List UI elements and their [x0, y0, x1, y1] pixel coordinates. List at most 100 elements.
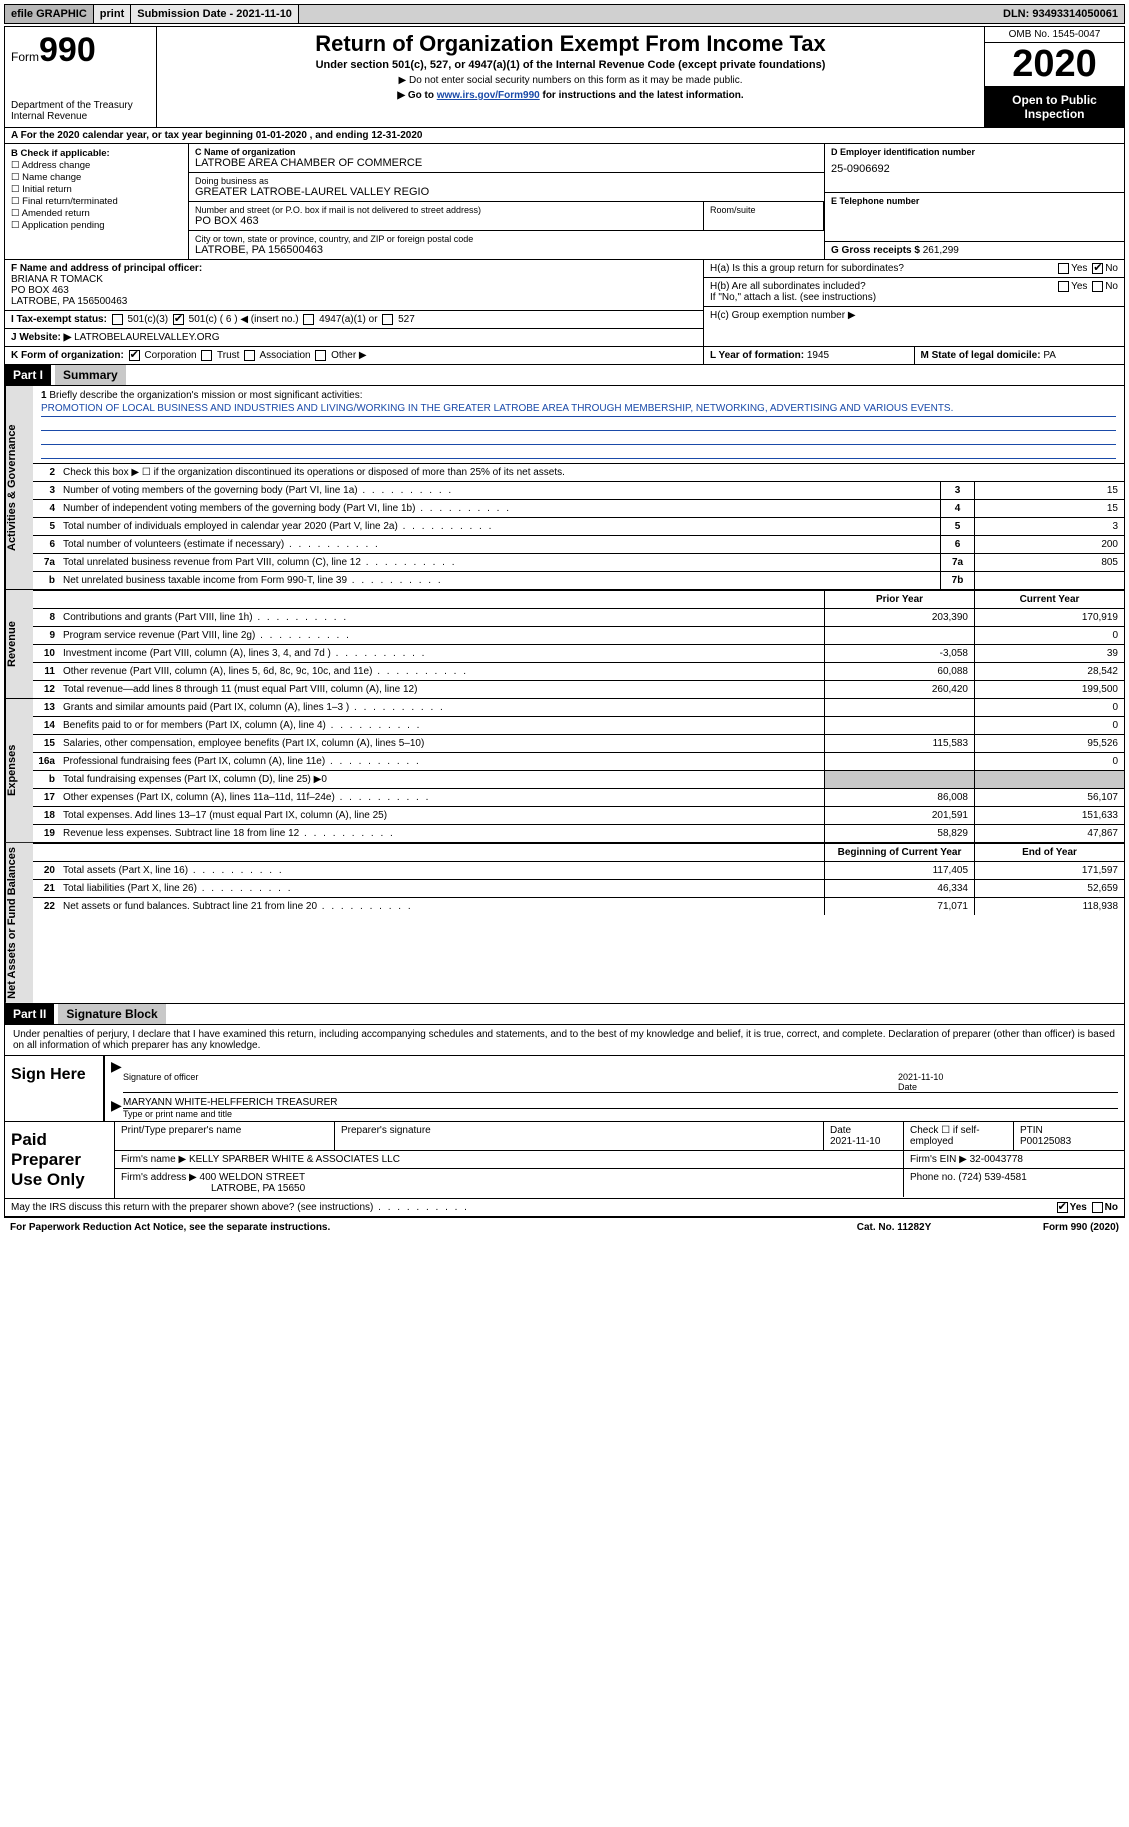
line-14: 14Benefits paid to or for members (Part … — [33, 716, 1124, 734]
officer-signature-field[interactable]: Signature of officer — [123, 1058, 898, 1093]
mission-text: PROMOTION OF LOCAL BUSINESS AND INDUSTRI… — [41, 401, 1116, 417]
line-19: 19Revenue less expenses. Subtract line 1… — [33, 824, 1124, 842]
domicile: PA — [1043, 350, 1056, 361]
box-g-gross: G Gross receipts $ 261,299 — [825, 242, 1124, 259]
check-corp[interactable] — [129, 350, 140, 361]
prep-firm-name-row: Firm's name ▶ KELLY SPARBER WHITE & ASSO… — [115, 1151, 1124, 1169]
submission-date: Submission Date - 2021-11-10 — [131, 5, 299, 23]
mission-blank1 — [41, 417, 1116, 431]
sig-arrow-icon: ▶ — [111, 1097, 123, 1119]
addr-label: Number and street (or P.O. box if mail i… — [195, 205, 697, 215]
vtab-revenue: Revenue — [5, 590, 33, 698]
line-7a: 7aTotal unrelated business revenue from … — [33, 553, 1124, 571]
phone-label: E Telephone number — [831, 196, 1118, 206]
dln-label: DLN: 93493314050061 — [997, 5, 1124, 23]
form-org-label: K Form of organization: — [11, 350, 124, 361]
penalty-text: Under penalties of perjury, I declare th… — [5, 1025, 1124, 1055]
form-number: Form990 — [11, 31, 150, 70]
check-527[interactable] — [382, 314, 393, 325]
box-city: City or town, state or province, country… — [189, 231, 824, 259]
link-pre: ▶ Go to — [397, 90, 436, 101]
print-button[interactable]: print — [94, 5, 131, 23]
box-f-officer: F Name and address of principal officer:… — [5, 260, 703, 311]
prep-self-employed[interactable]: Check ☐ if self-employed — [904, 1122, 1014, 1150]
hb-no[interactable] — [1092, 281, 1103, 292]
officer-name-label: Type or print name and title — [123, 1108, 1118, 1119]
firm-phone: (724) 539-4581 — [958, 1172, 1026, 1183]
form-header: Form990 Department of the Treasury Inter… — [4, 26, 1125, 128]
discuss-yes[interactable] — [1057, 1202, 1068, 1213]
prep-sig-label: Preparer's signature — [335, 1122, 824, 1150]
top-toolbar: efile GRAPHIC print Submission Date - 20… — [4, 4, 1125, 24]
year-formation: 1945 — [807, 350, 829, 361]
room-label: Room/suite — [710, 205, 817, 215]
check-final-return[interactable]: ☐ Final return/terminated — [11, 196, 182, 207]
check-trust[interactable] — [201, 350, 212, 361]
col-b-checks: B Check if applicable: ☐ Address change … — [5, 144, 189, 259]
line-5: 5Total number of individuals employed in… — [33, 517, 1124, 535]
prep-date-cell: Date2021-11-10 — [824, 1122, 904, 1150]
ha-no[interactable] — [1092, 263, 1103, 274]
dba-value: GREATER LATROBE-LAUREL VALLEY REGIO — [195, 186, 818, 198]
officer-addr1: PO BOX 463 — [11, 285, 697, 296]
col-b-label: B Check if applicable: — [11, 148, 182, 159]
form-990: 990 — [39, 31, 96, 69]
form-note-ssn: ▶ Do not enter social security numbers o… — [165, 75, 976, 86]
officer-date-field[interactable]: 2021-11-10Date — [898, 1058, 1118, 1093]
box-address-row: Number and street (or P.O. box if mail i… — [189, 202, 824, 231]
box-hb: H(b) Are all subordinates included? Yes … — [704, 278, 1124, 307]
line-11: 11Other revenue (Part VIII, column (A), … — [33, 662, 1124, 680]
part1-header: Part ISummary — [4, 365, 1125, 386]
check-assoc[interactable] — [244, 350, 255, 361]
discuss-no[interactable] — [1092, 1202, 1103, 1213]
check-amended[interactable]: ☐ Amended return — [11, 208, 182, 219]
mission-blank3 — [41, 445, 1116, 459]
mission-blank2 — [41, 431, 1116, 445]
check-501c3[interactable] — [112, 314, 123, 325]
ha-yes[interactable] — [1058, 263, 1069, 274]
check-initial-return[interactable]: ☐ Initial return — [11, 184, 182, 195]
line-8: 8Contributions and grants (Part VIII, li… — [33, 608, 1124, 626]
irs-link[interactable]: www.irs.gov/Form990 — [437, 90, 540, 101]
net-col-headers: Beginning of Current YearEnd of Year — [33, 843, 1124, 861]
check-other[interactable] — [315, 350, 326, 361]
line-6: 6Total number of volunteers (estimate if… — [33, 535, 1124, 553]
box-e-phone: E Telephone number — [825, 193, 1124, 242]
dept-line1: Department of the Treasury — [11, 100, 150, 111]
check-address-change[interactable]: ☐ Address change — [11, 160, 182, 171]
line-15: 15Salaries, other compensation, employee… — [33, 734, 1124, 752]
footer-formref: Form 990 (2020) — [969, 1222, 1119, 1233]
line-2: 2Check this box ▶ ☐ if the organization … — [33, 463, 1124, 481]
check-name-change[interactable]: ☐ Name change — [11, 172, 182, 183]
officer-print-name: MARYANN WHITE-HELFFERICH TREASURER — [123, 1097, 1118, 1108]
website-value: LATROBELAURELVALLEY.ORG — [74, 332, 219, 343]
row-j-website: J Website: ▶ LATROBELAURELVALLEY.ORG — [5, 329, 703, 346]
vtab-expenses: Expenses — [5, 699, 33, 842]
prep-firm-addr-row: Firm's address ▶ 400 WELDON STREETLATROB… — [115, 1169, 1124, 1197]
omb-number: OMB No. 1545-0047 — [985, 27, 1124, 43]
preparer-block: Paid Preparer Use Only Print/Type prepar… — [4, 1122, 1125, 1199]
tax-year: 2020 — [985, 43, 1124, 87]
revenue-col-headers: Prior YearCurrent Year — [33, 590, 1124, 608]
prep-print-label: Print/Type preparer's name — [115, 1122, 335, 1150]
check-501c[interactable] — [173, 314, 184, 325]
box-hc: H(c) Group exemption number ▶ — [704, 307, 1124, 324]
box-d-ein: D Employer identification number 25-0906… — [825, 144, 1124, 193]
block-fhi: F Name and address of principal officer:… — [4, 260, 1125, 347]
year-formation-label: L Year of formation: — [710, 350, 804, 361]
line-9: 9Program service revenue (Part VIII, lin… — [33, 626, 1124, 644]
section-revenue: Revenue Prior YearCurrent Year 8Contribu… — [4, 590, 1125, 699]
line-12: 12Total revenue—add lines 8 through 11 (… — [33, 680, 1124, 698]
box-ha: H(a) Is this a group return for subordin… — [704, 260, 1124, 278]
ein-label: D Employer identification number — [831, 147, 1118, 157]
domicile-label: M State of legal domicile: — [921, 350, 1041, 361]
line-7b: bNet unrelated business taxable income f… — [33, 571, 1124, 589]
check-4947[interactable] — [303, 314, 314, 325]
box-dba: Doing business as GREATER LATROBE-LAUREL… — [189, 173, 824, 202]
vtab-governance: Activities & Governance — [5, 386, 33, 589]
line-18: 18Total expenses. Add lines 13–17 (must … — [33, 806, 1124, 824]
hdr-prior: Prior Year — [824, 591, 974, 608]
hb-yes[interactable] — [1058, 281, 1069, 292]
firm-addr1: 400 WELDON STREET — [200, 1172, 306, 1183]
check-app-pending[interactable]: ☐ Application pending — [11, 220, 182, 231]
